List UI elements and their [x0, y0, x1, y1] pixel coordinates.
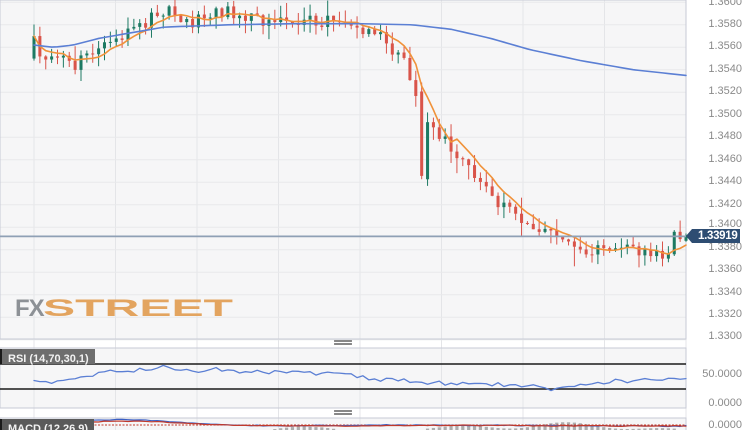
svg-text:FX: FX	[15, 297, 45, 322]
svg-text:STREET: STREET	[43, 297, 234, 322]
